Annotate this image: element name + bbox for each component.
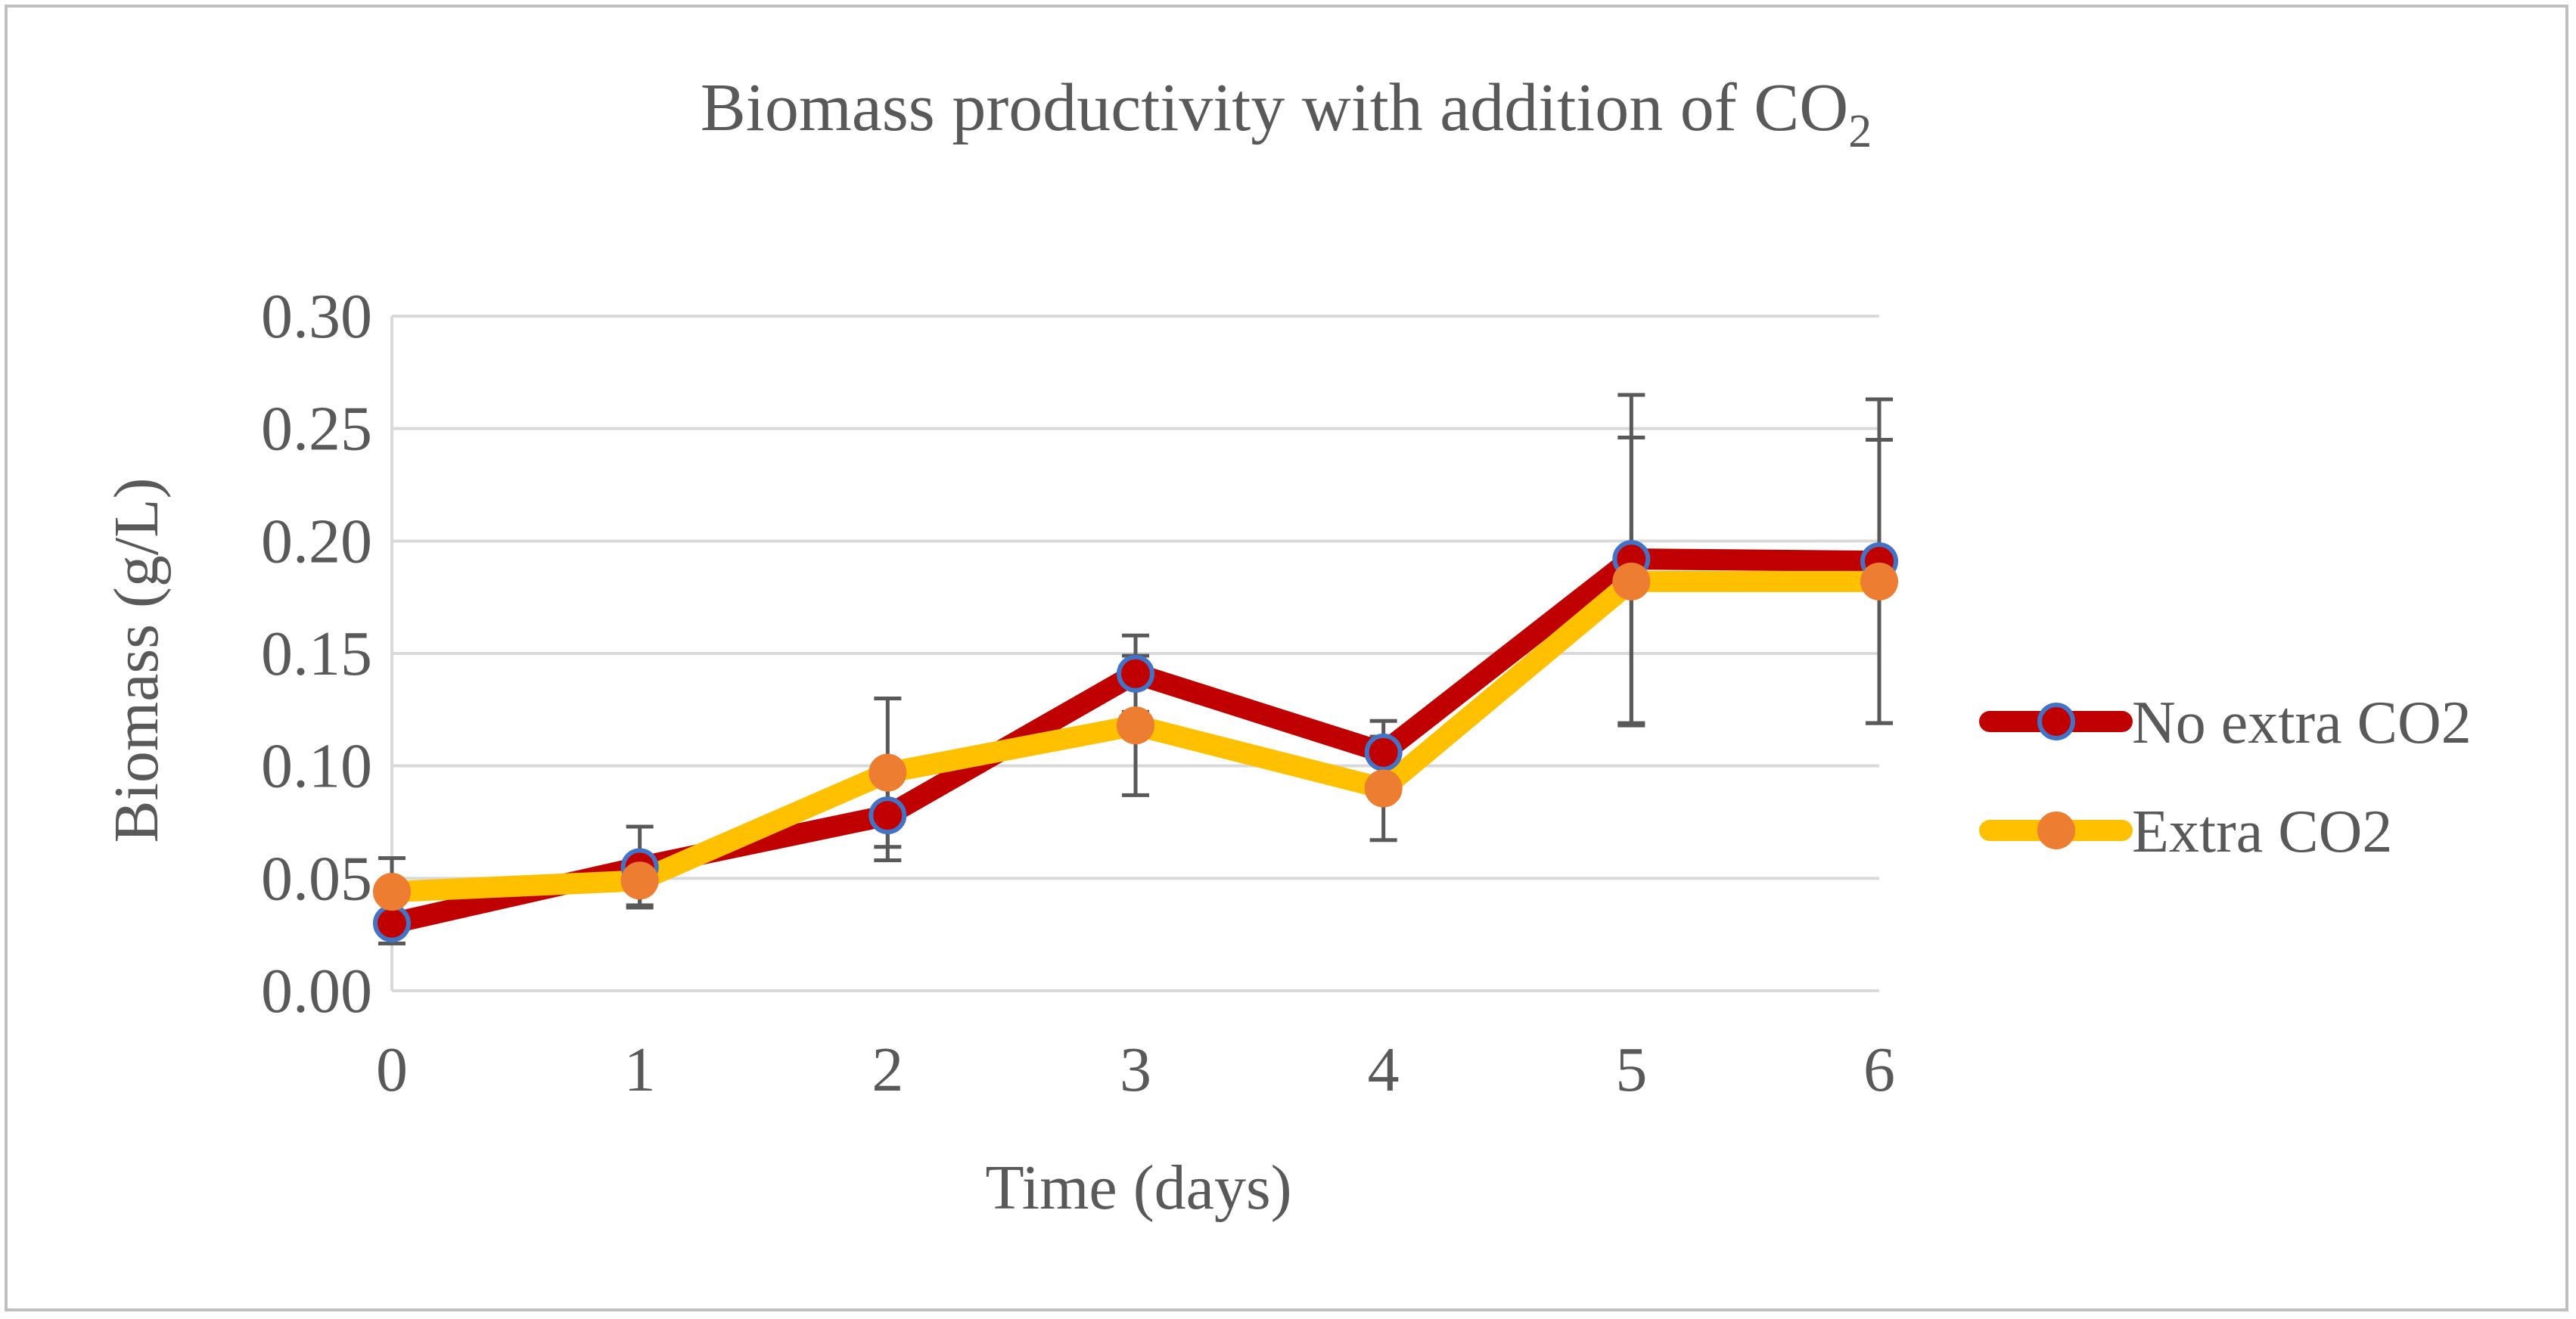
data-point-extra-co2-x3	[1117, 706, 1154, 745]
x-tick-label: 5	[1615, 1035, 1647, 1105]
data-point-extra-co2-x2	[869, 753, 907, 792]
legend-label-extra-co2: Extra CO2	[2132, 799, 2392, 865]
y-tick-label: 0.00	[261, 956, 372, 1026]
x-tick-label: 1	[624, 1035, 656, 1105]
chart-frame	[5, 5, 2568, 1311]
data-point-no-extra-co2-x2	[869, 796, 907, 835]
legend-swatch-marker-no-extra-co2	[2037, 703, 2075, 740]
x-tick-label: 2	[872, 1035, 903, 1105]
legend-label-no-extra-co2: No extra CO2	[2132, 690, 2472, 756]
data-point-extra-co2-x1	[620, 861, 659, 900]
data-point-no-extra-co2-x0	[373, 904, 411, 942]
x-axis-title: Time (days)	[985, 1153, 1291, 1223]
data-point-no-extra-co2-x3	[1117, 654, 1154, 693]
x-tick-labels: 0 1 2 3 4 5 6	[376, 1035, 1895, 1105]
series-layer	[373, 540, 1898, 942]
y-tick-label: 0.10	[261, 731, 372, 802]
chart-title-subscript: 2	[1848, 106, 1872, 157]
y-tick-label: 0.05	[261, 843, 372, 914]
y-axis-title: Biomass (g/L)	[101, 478, 172, 843]
x-tick-label: 6	[1863, 1035, 1895, 1105]
x-tick-label: 0	[376, 1035, 408, 1105]
legend-swatch-marker-extra-co2	[2037, 812, 2075, 849]
data-point-extra-co2-x6	[1860, 562, 1898, 601]
data-point-no-extra-co2-x4	[1364, 733, 1403, 771]
legend: No extra CO2 Extra CO2	[1979, 690, 2472, 865]
x-tick-label: 3	[1120, 1035, 1151, 1105]
chart-title-main: Biomass productivity with addition of CO	[701, 70, 1848, 145]
y-tick-label: 0.30	[261, 281, 372, 352]
data-point-extra-co2-x0	[373, 873, 411, 911]
chart-title: Biomass productivity with addition of CO…	[701, 70, 1872, 157]
x-tick-label: 4	[1368, 1035, 1400, 1105]
data-point-extra-co2-x5	[1612, 562, 1651, 601]
y-tick-label: 0.15	[261, 619, 372, 689]
y-tick-label: 0.25	[261, 394, 372, 464]
data-point-extra-co2-x4	[1364, 769, 1403, 808]
y-tick-label: 0.20	[261, 506, 372, 576]
y-tick-labels: 0.00 0.05 0.10 0.15 0.20 0.25 0.30	[261, 281, 372, 1026]
